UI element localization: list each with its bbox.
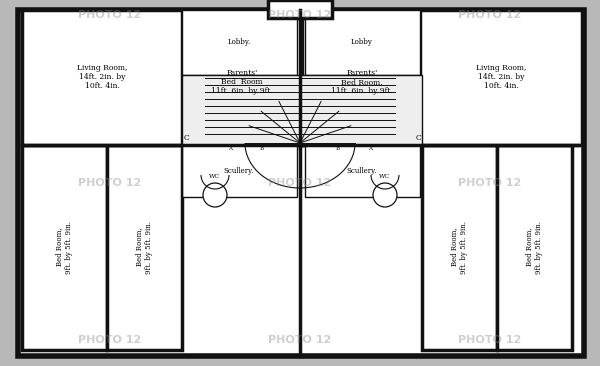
Text: PHOTO 12: PHOTO 12 xyxy=(458,10,521,20)
Text: PHOTO 12: PHOTO 12 xyxy=(79,335,142,345)
Bar xyxy=(22,145,107,350)
Text: PHOTO 12: PHOTO 12 xyxy=(458,335,521,345)
Bar xyxy=(22,10,182,145)
Text: Living Room,
14ft. 2in. by
10ft. 4in.: Living Room, 14ft. 2in. by 10ft. 4in. xyxy=(77,64,127,90)
Bar xyxy=(302,18,422,145)
Text: B: B xyxy=(260,146,264,150)
Circle shape xyxy=(203,183,227,207)
Bar xyxy=(107,145,182,350)
Bar xyxy=(182,18,302,145)
Circle shape xyxy=(373,183,397,207)
Text: PHOTO 12: PHOTO 12 xyxy=(268,10,332,20)
Bar xyxy=(182,145,297,197)
Text: C: C xyxy=(415,134,421,142)
Bar xyxy=(305,145,420,197)
Text: C: C xyxy=(183,134,189,142)
Text: Bed Room,
9ft. by 5ft. 9in.: Bed Room, 9ft. by 5ft. 9in. xyxy=(526,220,542,273)
Text: PHOTO 12: PHOTO 12 xyxy=(79,178,142,188)
Bar xyxy=(422,145,497,350)
Text: WC: WC xyxy=(379,173,391,179)
Text: Parents'
Bed  Room
11ft. 6in. by 9ft.: Parents' Bed Room 11ft. 6in. by 9ft. xyxy=(211,69,273,95)
Text: Bed Room,
9ft. by 5ft. 9in.: Bed Room, 9ft. by 5ft. 9in. xyxy=(451,220,467,273)
Text: Living Room,
14ft. 2in. by
10ft. 4in.: Living Room, 14ft. 2in. by 10ft. 4in. xyxy=(476,64,526,90)
Text: Lobby: Lobby xyxy=(351,38,373,46)
Text: Bed Room,
9ft. by 5ft. 9in.: Bed Room, 9ft. by 5ft. 9in. xyxy=(55,220,73,273)
Text: Scullery.: Scullery. xyxy=(347,167,377,175)
Text: Lobby.: Lobby. xyxy=(227,38,251,46)
Bar xyxy=(268,0,332,18)
Text: Bed Room,
9ft. by 5ft. 9in.: Bed Room, 9ft. by 5ft. 9in. xyxy=(136,220,152,273)
Bar xyxy=(420,10,582,145)
Text: Scullery.: Scullery. xyxy=(224,167,254,175)
Text: A: A xyxy=(228,146,232,150)
Bar xyxy=(182,10,297,75)
Text: PHOTO 12: PHOTO 12 xyxy=(268,178,332,188)
Text: WC: WC xyxy=(209,173,221,179)
Bar xyxy=(305,10,420,75)
Text: PHOTO 12: PHOTO 12 xyxy=(79,10,142,20)
Text: B: B xyxy=(336,146,340,150)
Text: PHOTO 12: PHOTO 12 xyxy=(458,178,521,188)
Bar xyxy=(497,145,572,350)
Text: D: D xyxy=(298,146,302,150)
Bar xyxy=(182,75,422,145)
Text: A: A xyxy=(368,146,372,150)
Text: PHOTO 12: PHOTO 12 xyxy=(268,335,332,345)
Text: Parents'
Bed Room,
11ft. 6in. by 9ft.: Parents' Bed Room, 11ft. 6in. by 9ft. xyxy=(331,69,393,95)
